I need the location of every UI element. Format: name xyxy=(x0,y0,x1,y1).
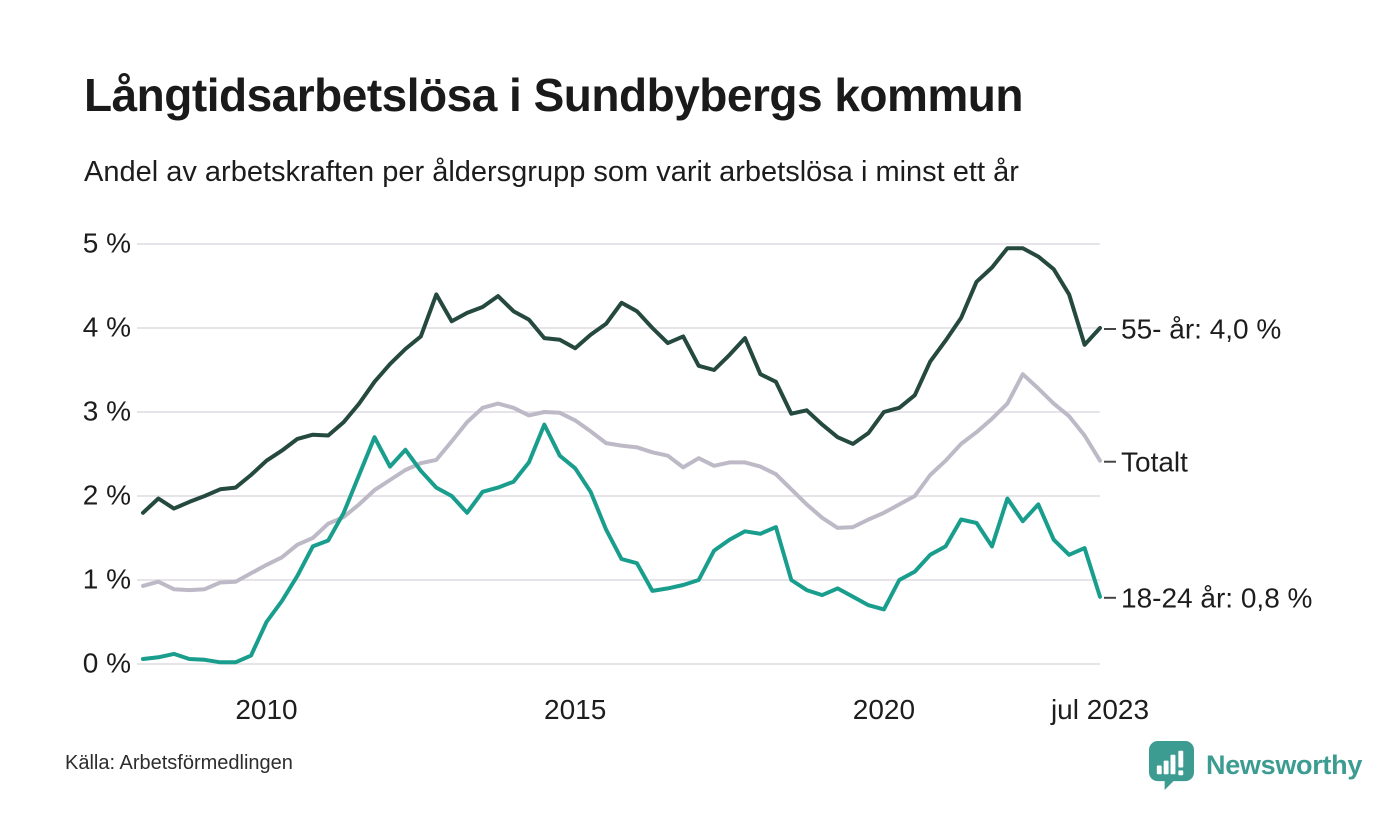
y-axis-tick-label: 1 % xyxy=(82,563,131,595)
page-title: Långtidsarbetslösa i Sundbybergs kommun xyxy=(84,69,1024,121)
brand-logo: Newsworthy xyxy=(1148,740,1362,790)
y-axis-tick-label: 5 % xyxy=(82,227,131,259)
y-axis-tick-label: 3 % xyxy=(82,395,131,427)
source-note: Källa: Arbetsförmedlingen xyxy=(65,752,293,774)
series-line-totalt xyxy=(141,372,1102,593)
x-axis-tick-label: 2020 xyxy=(852,694,916,725)
x-axis-tick-label: 2015 xyxy=(544,694,607,725)
y-axis-tick-label: 4 % xyxy=(82,311,131,343)
y-axis-tick-label: 2 % xyxy=(82,479,131,511)
series-line-18-24-r xyxy=(141,422,1102,665)
y-axis-tick-label: 0 % xyxy=(82,647,131,679)
newsworthy-logo-icon xyxy=(1148,741,1195,790)
series-line-55-r xyxy=(141,246,1102,515)
series-end-label: 55- år: 4,0 % xyxy=(1121,313,1282,345)
chart-subtitle: Andel av arbetskraften per åldersgrupp s… xyxy=(84,156,1019,188)
brand-name: Newsworthy xyxy=(1206,749,1363,780)
series-end-label: 18-24 år: 0,8 % xyxy=(1121,582,1313,614)
x-axis-tick-label: jul 2023 xyxy=(1050,694,1150,725)
series-end-label: Totalt xyxy=(1121,446,1188,478)
x-axis-tick-label: 2010 xyxy=(235,694,298,725)
